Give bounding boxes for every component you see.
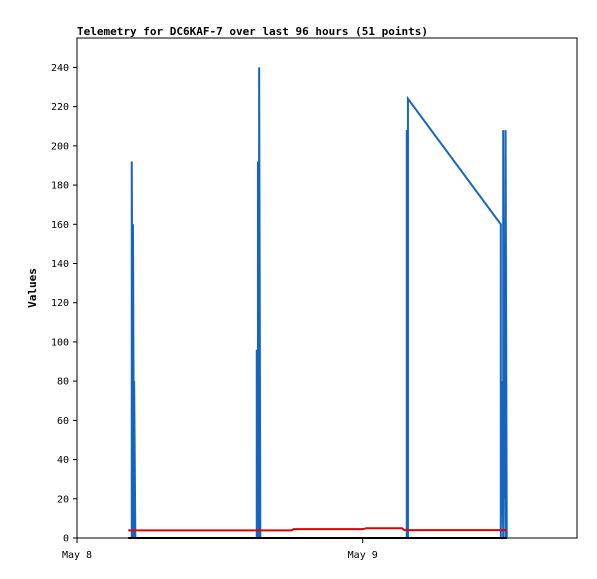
chart-title: Telemetry for DC6KAF-7 over last 96 hour… xyxy=(77,25,428,38)
y-tick-label: 200 xyxy=(51,141,69,152)
y-tick-label: 180 xyxy=(51,181,69,192)
y-tick-label: 60 xyxy=(57,416,69,427)
y-tick-label: 160 xyxy=(51,220,69,231)
y-tick-label: 240 xyxy=(51,63,69,74)
y-tick-label: 120 xyxy=(51,298,69,309)
y-tick-label: 40 xyxy=(57,455,69,466)
y-axis-title: Values xyxy=(26,268,39,308)
y-tick-label: 140 xyxy=(51,259,69,270)
y-tick-label: 220 xyxy=(51,102,69,113)
y-tick-label: 20 xyxy=(57,494,69,505)
y-axis: 0 20 40 60 80 100 120 140 160 180 200 220 240 xyxy=(51,63,77,545)
x-tick-label: May 8 xyxy=(62,550,92,561)
y-tick-label: 0 xyxy=(63,534,69,545)
y-tick-label: 80 xyxy=(57,377,69,388)
series-layer xyxy=(128,67,508,539)
y-tick-label: 100 xyxy=(51,337,69,348)
x-axis: May 8 May 9 xyxy=(62,538,378,561)
x-tick-label: May 9 xyxy=(348,550,378,561)
series-line-2 xyxy=(128,527,507,532)
